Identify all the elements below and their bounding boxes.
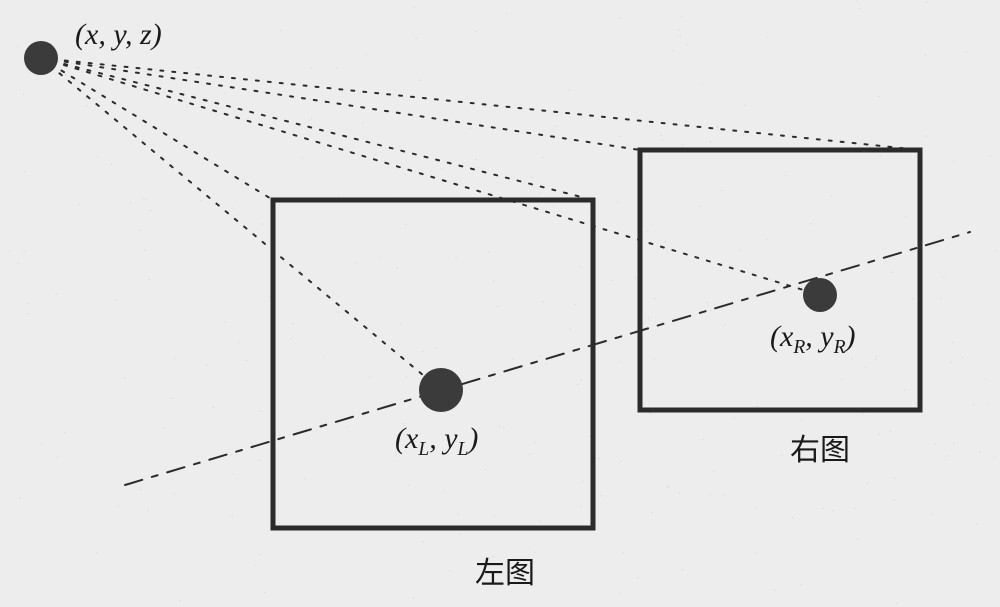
left-image-point (419, 368, 463, 412)
right-image-caption: 右图 (790, 425, 850, 469)
projection-ray (41, 58, 640, 150)
right-image-point-label: (xR, yR) (770, 320, 856, 359)
left-image-caption: 左图 (475, 548, 535, 592)
world-point (24, 41, 58, 75)
right-image-plane (640, 150, 920, 410)
stereo-diagram (0, 0, 1000, 607)
projection-ray (41, 58, 593, 200)
projection-ray (41, 58, 920, 150)
left-image-plane (273, 200, 593, 528)
projection-ray (41, 58, 441, 390)
left-image-point-label: (xL, yL) (395, 422, 478, 461)
projection-ray (41, 58, 820, 295)
world-point-label: (x, y, z) (75, 18, 162, 52)
projection-ray (41, 58, 273, 200)
right-image-point (803, 278, 837, 312)
